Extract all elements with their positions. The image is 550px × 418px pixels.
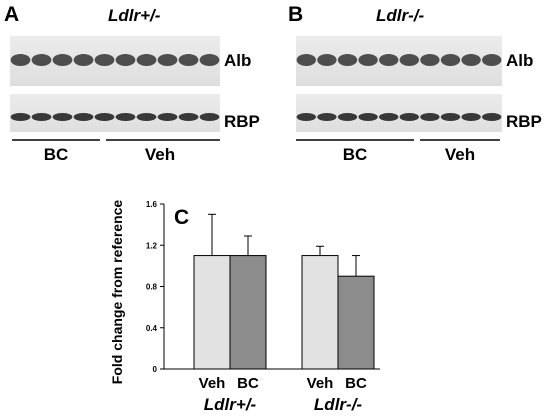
blot-a-rbp-bands	[10, 113, 220, 121]
chart-x-labels: Veh BC Ldlr+/- Veh BC Ldlr-/-	[199, 375, 367, 414]
blot-band-b-rbp-1	[296, 113, 316, 121]
blot-b-alb-label: Alb	[506, 51, 533, 70]
blot-band-a-alb-2	[31, 54, 52, 66]
blot-a-rbp-label: RBP	[224, 112, 260, 131]
blot-a-rbp-membrane	[10, 94, 220, 132]
panel-a-letter: A	[4, 3, 19, 26]
blot-a-alb-label: Alb	[224, 51, 251, 70]
blot-b-rbp	[296, 94, 502, 132]
blot-band-b-alb-4	[358, 54, 378, 66]
blot-b-rbp-label: RBP	[506, 112, 542, 131]
blot-band-a-rbp-9	[178, 113, 199, 121]
panel-b: B Ldlr-/- Alb RBP BC Veh	[288, 3, 542, 164]
blot-band-b-alb-6	[399, 54, 419, 66]
x-category-label: Veh	[307, 375, 334, 392]
chart-bars	[193, 213, 375, 370]
blot-band-a-alb-4	[73, 54, 94, 66]
blot-band-b-rbp-5	[379, 113, 399, 121]
blot-band-b-rbp-9	[461, 113, 481, 121]
blot-band-a-alb-9	[178, 54, 199, 66]
blot-band-b-alb-8	[440, 54, 461, 66]
group-a-bc-label: BC	[44, 145, 69, 164]
blot-band-a-rbp-4	[73, 113, 94, 121]
blot-band-b-rbp-6	[399, 113, 419, 121]
blot-band-b-rbp-10	[482, 113, 502, 121]
blot-band-b-alb-10	[482, 54, 502, 66]
blot-band-a-rbp-3	[52, 113, 73, 121]
chart-y-axis-title: Fold change from reference	[109, 200, 125, 385]
blot-band-b-rbp-3	[337, 113, 358, 121]
panel-c-letter: C	[174, 206, 189, 229]
blot-band-a-alb-3	[52, 54, 73, 66]
y-tick-label: 0	[153, 365, 158, 374]
blot-band-a-alb-7	[136, 54, 157, 66]
x-category-label: BC	[345, 375, 367, 392]
blot-band-a-alb-10	[199, 54, 220, 66]
blot-a-rbp	[10, 94, 220, 132]
blot-b-alb	[296, 36, 502, 86]
bar-2-veh	[301, 255, 339, 370]
group-a-veh-label: Veh	[145, 145, 175, 164]
bar-2-bc	[337, 275, 375, 370]
panel-c: C Fold change from reference 0 0.4 0.8 1.2 1…	[109, 200, 380, 414]
blot-band-b-alb-9	[461, 54, 481, 66]
panel-a: A Ldlr+/- Alb RBP BC Veh	[4, 3, 260, 164]
blot-band-a-rbp-2	[31, 113, 52, 121]
panel-b-letter: B	[288, 3, 303, 26]
blot-band-a-rbp-6	[115, 113, 136, 121]
blot-band-b-rbp-7	[420, 113, 440, 121]
group-b-bc-label: BC	[343, 145, 368, 164]
x-category-label: Veh	[199, 375, 226, 392]
blot-band-a-alb-5	[94, 54, 115, 66]
blot-band-b-rbp-2	[317, 113, 337, 121]
blot-b-rbp-bands	[296, 113, 502, 121]
group-b-veh-label: Veh	[445, 145, 475, 164]
blot-band-a-rbp-5	[94, 113, 115, 121]
blot-band-a-rbp-8	[157, 113, 178, 121]
blot-b-rbp-membrane	[296, 94, 502, 132]
blot-a-alb-bands	[10, 54, 220, 66]
blot-band-a-rbp-10	[199, 113, 220, 121]
blot-band-b-alb-2	[317, 54, 337, 66]
panel-a-genotype: Ldlr+/-	[108, 6, 161, 25]
y-tick-label: 0.4	[146, 324, 158, 333]
bar-1-veh	[193, 255, 231, 370]
blot-band-b-alb-7	[420, 54, 440, 66]
blot-band-b-rbp-8	[440, 113, 461, 121]
blot-band-b-alb-1	[296, 54, 316, 66]
x-category-label: BC	[237, 375, 259, 392]
y-tick-label: 1.2	[146, 241, 158, 250]
blot-b-alb-bands	[296, 54, 502, 66]
blot-a-alb	[10, 36, 220, 86]
x-group-label: Ldlr+/-	[204, 395, 257, 414]
y-tick-label: 1.6	[146, 200, 158, 209]
blot-band-a-alb-8	[157, 54, 178, 66]
blot-band-b-alb-3	[337, 54, 358, 66]
blot-band-b-rbp-4	[358, 113, 378, 121]
bar-1-bc	[229, 255, 267, 370]
y-tick-label: 0.8	[146, 283, 158, 292]
x-group-label: Ldlr-/-	[314, 395, 362, 414]
blot-band-a-alb-6	[115, 54, 136, 66]
blot-band-b-alb-5	[379, 54, 399, 66]
blot-band-a-alb-1	[10, 54, 31, 66]
blot-band-a-rbp-7	[136, 113, 157, 121]
panel-b-genotype: Ldlr-/-	[376, 6, 424, 25]
chart-y-axis: 0 0.4 0.8 1.2 1.6	[146, 200, 164, 374]
blot-band-a-rbp-1	[10, 113, 31, 121]
